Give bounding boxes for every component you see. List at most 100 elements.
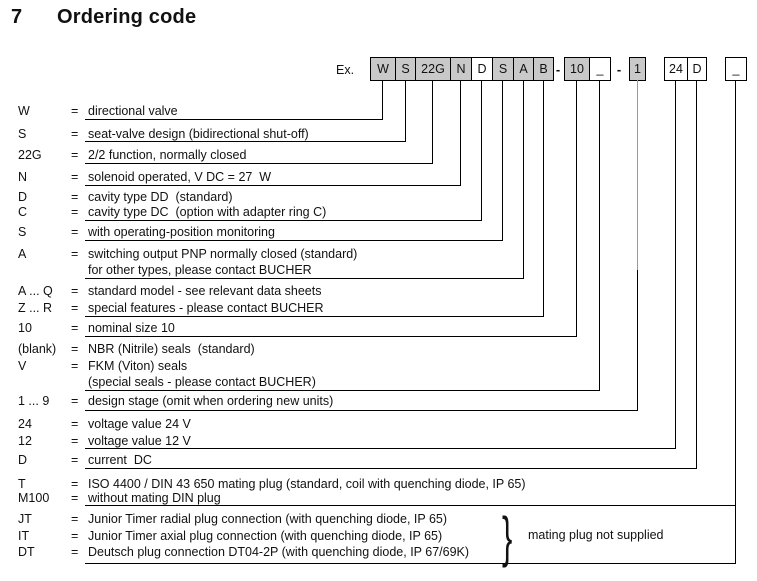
code-label: D bbox=[18, 453, 28, 467]
code-box: D bbox=[471, 57, 493, 81]
underline-connector bbox=[85, 468, 697, 469]
equals-sign: = bbox=[71, 225, 79, 239]
equals-sign: = bbox=[71, 512, 79, 526]
dash-separator: - bbox=[616, 61, 622, 77]
code-label: 22G bbox=[18, 148, 42, 162]
code-box: _ bbox=[725, 57, 747, 81]
description-line: seat-valve design (bidirectional shut-of… bbox=[88, 127, 309, 141]
description-line: 2/2 function, normally closed bbox=[88, 148, 247, 162]
equals-sign: = bbox=[71, 301, 79, 315]
equals-sign: = bbox=[71, 205, 79, 219]
underline-connector bbox=[85, 278, 524, 279]
plug-note-label: mating plug not supplied bbox=[528, 528, 664, 542]
vertical-connector bbox=[432, 80, 433, 164]
description-line: design stage (omit when ordering new uni… bbox=[88, 394, 334, 408]
description-line: NBR (Nitrile) seals (standard) bbox=[88, 342, 255, 356]
code-box: N bbox=[450, 57, 472, 81]
equals-sign: = bbox=[71, 477, 79, 491]
description-line: without mating DIN plug bbox=[88, 491, 221, 505]
code-label: C bbox=[18, 205, 28, 219]
underline-connector bbox=[85, 220, 482, 221]
code-box: W bbox=[370, 57, 396, 81]
equals-sign: = bbox=[71, 321, 79, 335]
code-label: 12 bbox=[18, 434, 32, 448]
equals-sign: = bbox=[71, 359, 79, 373]
equals-sign: = bbox=[71, 104, 79, 118]
code-box: S bbox=[395, 57, 416, 81]
code-label: W bbox=[18, 104, 30, 118]
code-box: S bbox=[492, 57, 514, 81]
underline-connector bbox=[85, 390, 600, 391]
vertical-connector bbox=[382, 80, 383, 120]
grouping-brace: } bbox=[502, 505, 513, 568]
code-label: Z ... R bbox=[18, 301, 53, 315]
code-box: _ bbox=[589, 57, 611, 81]
code-label: 24 bbox=[18, 417, 32, 431]
description-line: Deutsch plug connection DT04-2P (with qu… bbox=[88, 545, 470, 559]
code-label: 1 ... 9 bbox=[18, 394, 50, 408]
dash-separator: - bbox=[555, 61, 561, 77]
code-label: A bbox=[18, 247, 27, 261]
description-line: directional valve bbox=[88, 104, 178, 118]
equals-sign: = bbox=[71, 529, 79, 543]
vertical-connector bbox=[502, 80, 503, 241]
vertical-connector bbox=[405, 80, 406, 142]
description-line: cavity type DD (standard) bbox=[88, 190, 233, 204]
vertical-connector bbox=[576, 80, 577, 337]
vertical-connector bbox=[599, 80, 600, 391]
section-number: 7 bbox=[11, 6, 23, 28]
code-label: 10 bbox=[18, 321, 32, 335]
underline-connector bbox=[85, 185, 461, 186]
description-line: for other types, please contact BUCHER bbox=[88, 263, 312, 277]
code-box: 10 bbox=[564, 57, 590, 81]
vertical-connector bbox=[523, 80, 524, 279]
underline-connector bbox=[85, 316, 544, 317]
description-line: standard model - see relevant data sheet… bbox=[88, 284, 322, 298]
equals-sign: = bbox=[71, 491, 79, 505]
vertical-connector bbox=[460, 80, 461, 186]
code-label: DT bbox=[18, 545, 35, 559]
equals-sign: = bbox=[71, 453, 79, 467]
code-label: T bbox=[18, 477, 26, 491]
equals-sign: = bbox=[71, 394, 79, 408]
description-line: (special seals - please contact BUCHER) bbox=[88, 375, 316, 389]
equals-sign: = bbox=[71, 190, 79, 204]
code-box: 1 bbox=[629, 57, 646, 81]
code-label: V bbox=[18, 359, 27, 373]
code-label: IT bbox=[18, 529, 30, 543]
vertical-connector bbox=[696, 80, 697, 469]
description-line: ISO 4400 / DIN 43 650 mating plug (stand… bbox=[88, 477, 526, 491]
description-line: nominal size 10 bbox=[88, 321, 175, 335]
underline-connector bbox=[85, 240, 503, 241]
description-line: with operating-position monitoring bbox=[88, 225, 275, 239]
code-box: 22G bbox=[415, 57, 451, 81]
example-label: Ex. bbox=[336, 63, 355, 77]
description-line: voltage value 24 V bbox=[88, 417, 191, 431]
description-line: Junior Timer axial plug connection (with… bbox=[88, 529, 443, 543]
underline-connector bbox=[85, 563, 736, 564]
code-label: A ... Q bbox=[18, 284, 53, 298]
vertical-connector bbox=[637, 270, 638, 411]
code-label: N bbox=[18, 170, 28, 184]
description-line: current DC bbox=[88, 453, 152, 467]
vertical-connector bbox=[481, 80, 482, 221]
equals-sign: = bbox=[71, 247, 79, 261]
code-label: S bbox=[18, 127, 27, 141]
code-label: (blank) bbox=[18, 342, 57, 356]
underline-connector bbox=[85, 448, 676, 449]
code-label: JT bbox=[18, 512, 32, 526]
vertical-connector bbox=[543, 80, 544, 317]
equals-sign: = bbox=[71, 342, 79, 356]
code-label: D bbox=[18, 190, 28, 204]
description-line: special features - please contact BUCHER bbox=[88, 301, 324, 315]
description-line: Junior Timer radial plug connection (wit… bbox=[88, 512, 448, 526]
code-box: 24 bbox=[664, 57, 688, 81]
description-line: switching output PNP normally closed (st… bbox=[88, 247, 358, 261]
description-line: solenoid operated, V DC = 27 W bbox=[88, 170, 272, 184]
code-box: B bbox=[533, 57, 554, 81]
page-title: Ordering code bbox=[57, 6, 197, 28]
description-line: cavity type DC (option with adapter ring… bbox=[88, 205, 327, 219]
equals-sign: = bbox=[71, 284, 79, 298]
equals-sign: = bbox=[71, 127, 79, 141]
